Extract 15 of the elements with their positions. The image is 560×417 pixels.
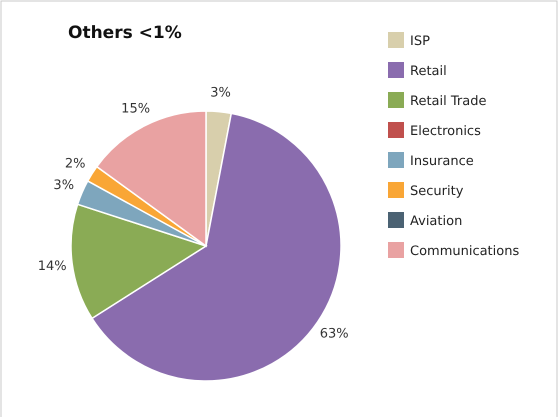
legend-label: Insurance — [410, 154, 474, 169]
data-label: 15% — [121, 101, 150, 116]
legend-label: Security — [410, 184, 464, 199]
data-label: 2% — [64, 156, 86, 172]
legend-label: ISP — [410, 34, 430, 49]
chart-title: Others <1% — [68, 23, 182, 43]
data-label: 63% — [320, 326, 349, 342]
data-label: 3% — [210, 85, 231, 100]
data-label: 3% — [53, 178, 74, 193]
legend-label: Electronics — [410, 124, 482, 139]
legend-label: Communications — [410, 244, 520, 259]
legend-label: Aviation — [410, 214, 462, 229]
legend-label: Retail Trade — [410, 94, 486, 109]
legend-label: Retail — [410, 64, 447, 79]
data-label: 14% — [38, 258, 67, 274]
